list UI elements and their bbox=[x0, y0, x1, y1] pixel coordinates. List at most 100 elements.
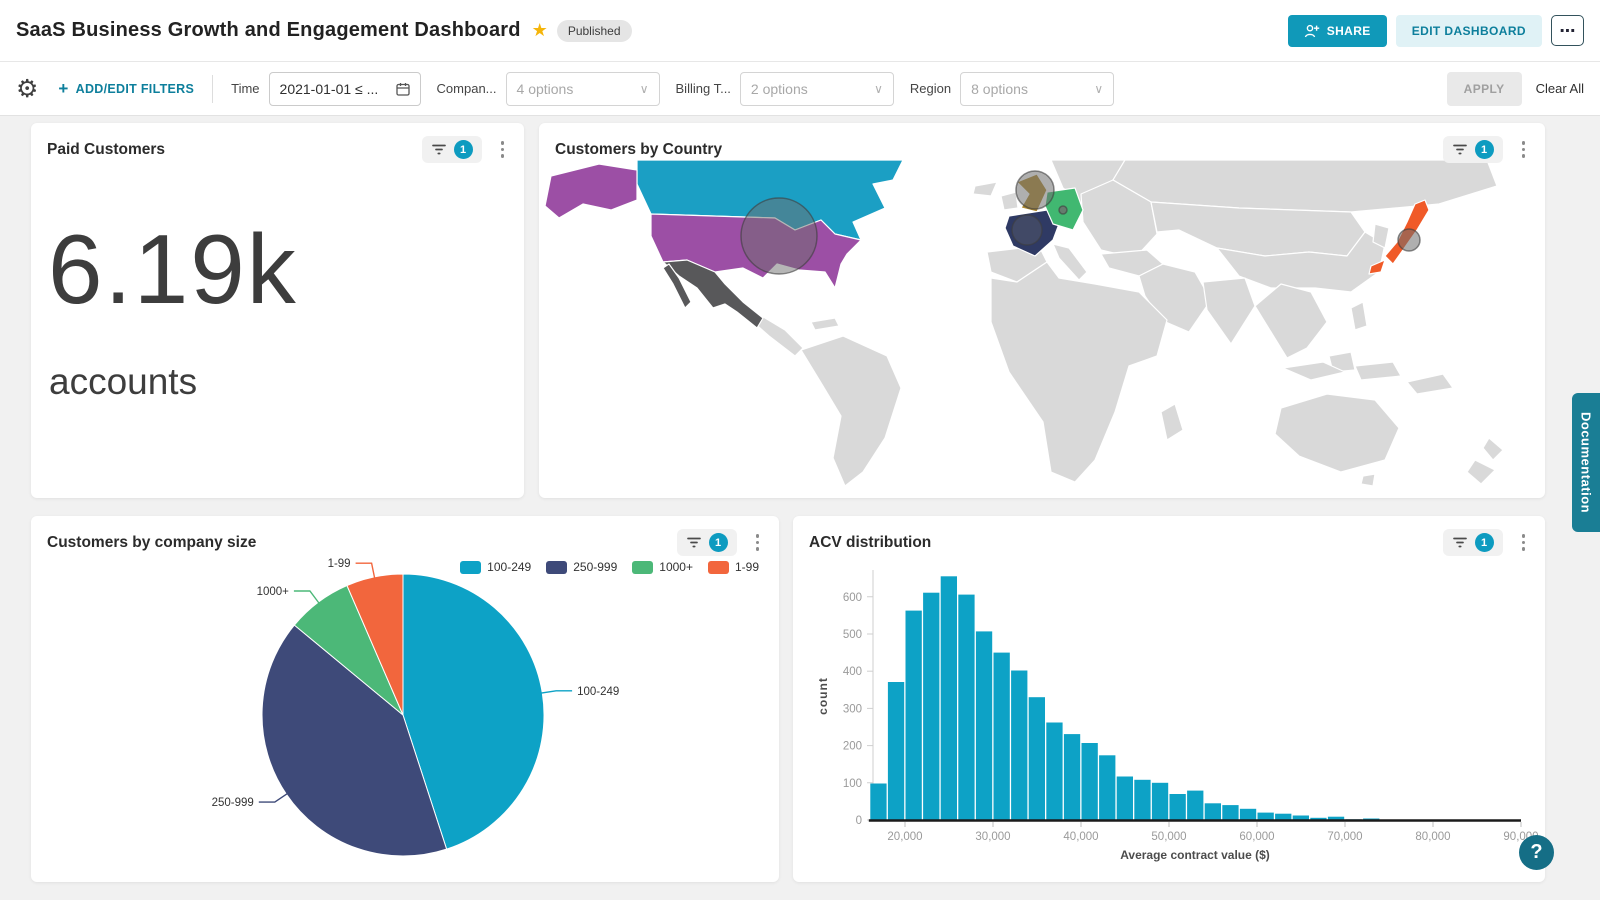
kebab-menu-icon[interactable] bbox=[497, 137, 509, 162]
map-madagascar bbox=[1160, 403, 1184, 441]
widget-title: ACV distribution bbox=[809, 533, 932, 551]
documentation-tab[interactable]: Documentation bbox=[1572, 393, 1600, 532]
hist-bar[interactable] bbox=[1327, 816, 1345, 820]
hist-bar[interactable] bbox=[1204, 803, 1221, 820]
funnel-icon bbox=[1452, 536, 1468, 549]
map-country-mexico-baja[interactable] bbox=[662, 263, 692, 309]
map-se-asia bbox=[1254, 283, 1328, 359]
help-button[interactable]: ? bbox=[1519, 835, 1554, 870]
legend-swatch bbox=[546, 560, 568, 574]
hist-bar[interactable] bbox=[905, 610, 922, 820]
widget-filter-chip[interactable]: 1 bbox=[1442, 136, 1503, 163]
hist-bar[interactable] bbox=[1310, 817, 1327, 820]
hist-bar[interactable] bbox=[1011, 670, 1028, 821]
legend-label: 100-249 bbox=[487, 560, 532, 574]
widget-filter-chip[interactable]: 1 bbox=[421, 136, 482, 163]
legend-item-100-249[interactable]: 100-249 bbox=[460, 560, 531, 574]
hist-bar[interactable] bbox=[1187, 790, 1204, 820]
histogram-chart[interactable]: 0 100 200 300 400 500 600 20,000 30,000 40,000 50,… bbox=[793, 516, 1545, 882]
map-bubble-france[interactable] bbox=[1011, 214, 1043, 246]
widget-filter-chip[interactable]: 1 bbox=[1442, 529, 1503, 556]
billing-filter-select[interactable]: 2 options ∨ bbox=[739, 71, 894, 106]
hist-bar[interactable] bbox=[887, 682, 905, 820]
y-axis-title: count bbox=[816, 677, 830, 715]
legend-label: 1000+ bbox=[659, 560, 693, 574]
hist-bar[interactable] bbox=[1063, 734, 1081, 820]
hist-bar[interactable] bbox=[1081, 743, 1098, 820]
map-new-guinea bbox=[1406, 373, 1454, 395]
gear-icon[interactable]: ⚙ bbox=[16, 74, 39, 103]
company-filter-select[interactable]: 4 options ∨ bbox=[505, 71, 660, 106]
legend-item-1-99[interactable]: 1-99 bbox=[707, 560, 759, 574]
hist-bar[interactable] bbox=[1257, 812, 1274, 820]
more-options-button[interactable]: ⋯ bbox=[1551, 15, 1584, 46]
chevron-down-icon: ∨ bbox=[639, 81, 649, 96]
add-edit-filters-button[interactable]: + ADD/EDIT FILTERS bbox=[58, 79, 194, 99]
hist-bar[interactable] bbox=[975, 631, 993, 820]
x-tick-label: 20,000 bbox=[887, 831, 922, 843]
hist-bar[interactable] bbox=[958, 594, 975, 820]
pie-chart[interactable]: 100-249 250-999 1000+ 1-99 bbox=[31, 516, 779, 882]
funnel-icon bbox=[686, 536, 702, 549]
hist-bar[interactable] bbox=[1134, 779, 1151, 820]
time-filter-input[interactable]: 2021-01-01 ≤ ... bbox=[268, 71, 421, 106]
hist-bar[interactable] bbox=[1169, 794, 1186, 820]
clear-all-button[interactable]: Clear All bbox=[1535, 81, 1584, 96]
legend-item-1000+[interactable]: 1000+ bbox=[632, 560, 693, 574]
x-tick-label: 60,000 bbox=[1239, 831, 1274, 843]
y-tick-label: 500 bbox=[843, 629, 862, 641]
hist-bar[interactable] bbox=[993, 652, 1010, 820]
hist-bar[interactable] bbox=[1239, 808, 1257, 820]
billing-filter-value: 2 options bbox=[750, 80, 808, 97]
pie-slice-label: 250-999 bbox=[212, 797, 254, 809]
map-korea bbox=[1372, 223, 1390, 249]
y-tick-label: 400 bbox=[843, 666, 862, 678]
hist-bar[interactable] bbox=[1151, 782, 1169, 820]
map-bubble-united-states[interactable] bbox=[740, 197, 818, 275]
filter-count-badge: 1 bbox=[453, 140, 473, 159]
hist-bar[interactable] bbox=[1028, 697, 1045, 820]
hist-bar[interactable] bbox=[1275, 813, 1292, 820]
y-tick-label: 300 bbox=[843, 703, 862, 715]
apply-button[interactable]: APPLY bbox=[1446, 71, 1522, 106]
ellipsis-icon: ⋯ bbox=[1559, 21, 1576, 40]
kebab-menu-icon[interactable] bbox=[752, 530, 764, 555]
map-philippines bbox=[1350, 301, 1368, 331]
y-tick-label: 200 bbox=[843, 741, 862, 753]
map-india bbox=[1202, 277, 1256, 345]
map-bubble-japan[interactable] bbox=[1397, 228, 1421, 252]
hist-bar[interactable] bbox=[1116, 776, 1133, 821]
map-country-japan-south[interactable] bbox=[1368, 259, 1386, 275]
hist-bar[interactable] bbox=[1363, 818, 1380, 821]
edit-dashboard-button[interactable]: EDIT DASHBOARD bbox=[1395, 14, 1542, 47]
hist-bar[interactable] bbox=[923, 592, 940, 820]
hist-bar[interactable] bbox=[1222, 805, 1239, 820]
favorite-star-icon[interactable]: ★ bbox=[531, 20, 548, 41]
map-bubble-united-kingdom[interactable] bbox=[1015, 170, 1055, 210]
region-filter-label: Region bbox=[909, 81, 952, 96]
map-country-mexico[interactable] bbox=[662, 259, 764, 329]
map-country-alaska[interactable] bbox=[544, 163, 638, 219]
customers-by-company-size-widget: Customers by company size 1 100-249 250-9… bbox=[31, 516, 779, 882]
world-map[interactable] bbox=[539, 160, 1545, 498]
share-button[interactable]: SHARE bbox=[1287, 14, 1387, 47]
hist-bar[interactable] bbox=[940, 576, 957, 820]
customers-by-country-widget: Customers by Country 1 bbox=[539, 123, 1545, 498]
region-filter-select[interactable]: 8 options ∨ bbox=[960, 71, 1115, 106]
map-ireland bbox=[1000, 191, 1019, 211]
filter-count-badge: 1 bbox=[708, 533, 728, 552]
funnel-icon bbox=[431, 143, 447, 156]
hist-bar[interactable] bbox=[1099, 755, 1116, 820]
kebab-menu-icon[interactable] bbox=[1518, 530, 1530, 555]
hist-bar[interactable] bbox=[870, 783, 887, 821]
hist-bar[interactable] bbox=[1046, 722, 1063, 821]
map-bubble-germany[interactable] bbox=[1058, 205, 1068, 215]
widget-filter-chip[interactable]: 1 bbox=[676, 529, 737, 556]
map-africa bbox=[990, 261, 1168, 483]
map-china bbox=[1216, 231, 1386, 293]
legend-item-250-999[interactable]: 250-999 bbox=[546, 560, 617, 574]
kebab-menu-icon[interactable] bbox=[1518, 137, 1530, 162]
filter-bar: ⚙ + ADD/EDIT FILTERS Time 2021-01-01 ≤ .… bbox=[0, 62, 1600, 116]
hist-bar[interactable] bbox=[1292, 815, 1309, 821]
funnel-icon bbox=[1452, 143, 1468, 156]
